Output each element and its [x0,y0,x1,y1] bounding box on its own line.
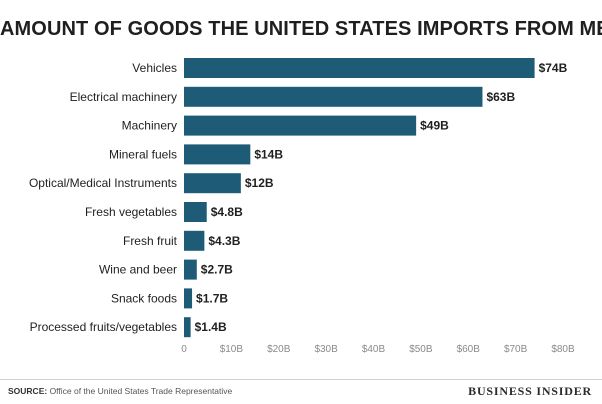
category-label: Vehicles [132,61,177,75]
value-label: $1.4B [195,320,227,334]
bar [184,58,535,78]
value-label: $63B [486,90,515,104]
x-tick-label: $70B [504,344,528,355]
chart-title: AMOUNT OF GOODS THE UNITED STATES IMPORT… [0,18,602,40]
source-text: Office of the United States Trade Repres… [47,386,233,396]
bar [184,317,191,338]
footer-divider [0,379,602,380]
x-tick-label: $60B [457,344,481,355]
category-label: Electrical machinery [70,90,177,104]
bar [184,115,417,136]
bar [184,288,193,309]
category-label: Processed fruits/vegetables [30,320,177,334]
category-label: Snack foods [111,291,177,305]
category-label: Machinery [122,119,177,133]
bars-layer: Vehicles $74B Electrical machinery $63B Mach… [29,58,568,338]
value-label: $4.8B [211,205,243,219]
category-label: Mineral fuels [109,147,177,161]
value-label: $4.3B [208,234,240,248]
value-label: $49B [420,119,449,133]
x-tick-label: $40B [362,344,386,355]
brand-logo: BUSINESS INSIDER [468,384,592,398]
bar [184,144,251,165]
category-label: Wine and beer [99,263,177,277]
bar [184,86,483,107]
bar [184,230,205,251]
category-label: Optical/Medical Instruments [29,176,177,190]
x-tick-label: $30B [314,344,338,355]
value-label: $1.7B [196,291,228,305]
x-tick-label: $50B [409,344,433,355]
x-tick-label: $80B [551,344,575,355]
bar [184,173,241,194]
x-tick-label: $20B [267,344,291,355]
bar [184,202,207,222]
value-label: $14B [254,147,283,161]
value-label: $12B [245,176,274,190]
bar [184,259,197,280]
source-key: SOURCE: [8,386,48,396]
x-axis-ticks: 0 $10B $20B $30B $40B $50B $60B $70B $80B [181,344,575,355]
source-note: SOURCE: Office of the United States Trad… [8,386,232,396]
value-label: $2.7B [201,263,233,277]
value-label: $74B [539,61,568,75]
x-tick-label: 0 [181,344,187,355]
category-label: Fresh vegetables [85,205,177,219]
category-label: Fresh fruit [123,234,178,248]
x-tick-label: $10B [220,344,244,355]
